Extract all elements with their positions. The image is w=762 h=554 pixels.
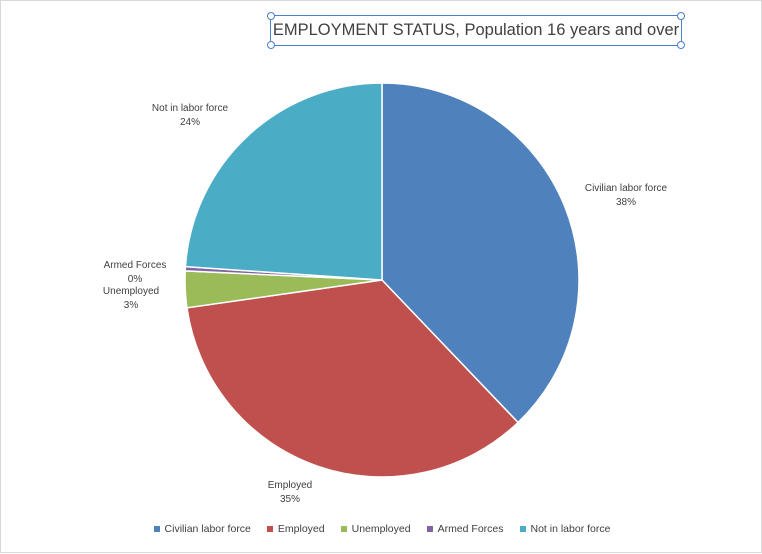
legend-swatch xyxy=(153,526,160,532)
legend: Civilian labor force Employed Unemployed Ar… xyxy=(1,523,762,535)
legend-item[interactable]: Civilian labor force xyxy=(153,523,251,535)
data-label-percent: 24% xyxy=(180,117,200,128)
legend-label: Not in labor force xyxy=(530,523,611,535)
data-label-category: Civilian labor force xyxy=(585,183,668,194)
legend-item[interactable]: Unemployed xyxy=(340,523,411,535)
legend-label: Armed Forces xyxy=(437,523,504,535)
data-label-percent: 35% xyxy=(280,494,300,505)
chart-title: EMPLOYMENT STATUS, Population 16 years a… xyxy=(272,21,680,39)
pie-slice-civilian-labor-force[interactable] xyxy=(381,82,580,424)
data-label-category: Unemployed xyxy=(103,286,159,297)
pie-slice-not-in-labor-force[interactable] xyxy=(184,82,383,281)
legend-label: Unemployed xyxy=(351,523,411,535)
legend-swatch xyxy=(266,526,273,532)
resize-handle-bottom-left[interactable] xyxy=(267,41,275,49)
data-label-category: Not in labor force xyxy=(152,103,229,114)
data-label-percent: 38% xyxy=(616,197,636,208)
legend-item[interactable]: Armed Forces xyxy=(426,523,504,535)
legend-swatch xyxy=(340,526,347,532)
resize-handle-bottom-right[interactable] xyxy=(677,41,685,49)
legend-swatch xyxy=(426,526,433,532)
legend-item[interactable]: Not in labor force xyxy=(519,523,611,535)
legend-label: Civilian labor force xyxy=(164,523,251,535)
data-label-category: Employed xyxy=(268,480,312,491)
resize-handle-top-left[interactable] xyxy=(267,12,275,20)
data-label-percent: 0% xyxy=(128,274,143,285)
data-label-percent: 3% xyxy=(124,300,139,311)
pie-slice-employed[interactable] xyxy=(186,279,520,478)
chart-title-box[interactable]: EMPLOYMENT STATUS, Population 16 years a… xyxy=(267,12,685,49)
resize-handle-top-right[interactable] xyxy=(677,12,685,20)
data-label-category: Armed Forces xyxy=(104,260,167,271)
legend-swatch xyxy=(519,526,526,532)
legend-label: Employed xyxy=(277,523,325,535)
legend-item[interactable]: Employed xyxy=(266,523,325,535)
